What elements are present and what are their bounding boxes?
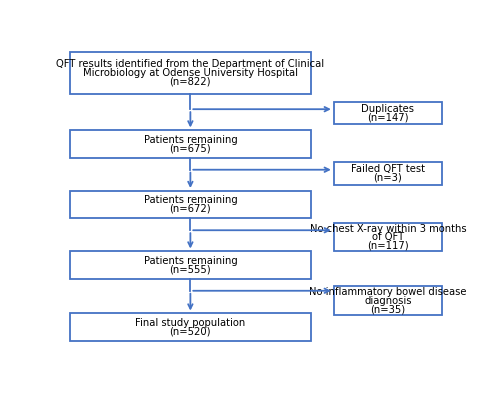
- FancyBboxPatch shape: [70, 252, 310, 279]
- Text: Patients remaining: Patients remaining: [144, 195, 238, 205]
- Text: Microbiology at Odense University Hospital: Microbiology at Odense University Hospit…: [83, 68, 298, 78]
- Text: Final study population: Final study population: [135, 318, 246, 328]
- FancyBboxPatch shape: [70, 191, 310, 218]
- Text: (n=520): (n=520): [170, 326, 211, 336]
- Text: (n=822): (n=822): [170, 76, 211, 86]
- FancyBboxPatch shape: [334, 223, 442, 252]
- Text: No chest X-ray within 3 months: No chest X-ray within 3 months: [310, 224, 466, 233]
- Text: of QFT: of QFT: [372, 232, 404, 242]
- Text: QFT results identified from the Department of Clinical: QFT results identified from the Departme…: [56, 59, 324, 70]
- Text: No inflammatory bowel disease: No inflammatory bowel disease: [309, 287, 467, 297]
- FancyBboxPatch shape: [70, 314, 310, 341]
- Text: Patients remaining: Patients remaining: [144, 135, 238, 145]
- Text: (n=35): (n=35): [370, 304, 406, 314]
- Text: Patients remaining: Patients remaining: [144, 256, 238, 266]
- Text: (n=147): (n=147): [367, 112, 409, 122]
- Text: Duplicates: Duplicates: [362, 104, 414, 114]
- Text: (n=555): (n=555): [170, 264, 211, 274]
- Text: (n=3): (n=3): [374, 173, 402, 183]
- Text: (n=675): (n=675): [170, 143, 211, 153]
- FancyBboxPatch shape: [334, 102, 442, 124]
- Text: diagnosis: diagnosis: [364, 296, 412, 306]
- Text: Failed QFT test: Failed QFT test: [351, 164, 425, 174]
- Text: (n=117): (n=117): [367, 241, 409, 250]
- Text: (n=672): (n=672): [170, 204, 211, 214]
- FancyBboxPatch shape: [334, 162, 442, 185]
- FancyBboxPatch shape: [334, 286, 442, 315]
- FancyBboxPatch shape: [70, 130, 310, 158]
- FancyBboxPatch shape: [70, 52, 310, 94]
